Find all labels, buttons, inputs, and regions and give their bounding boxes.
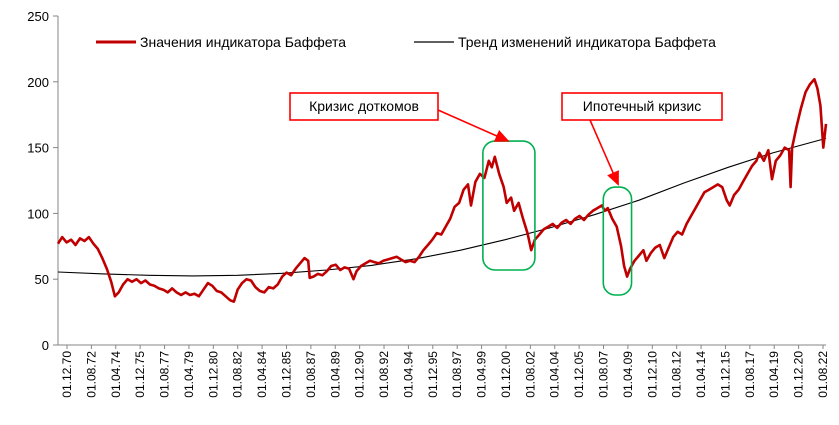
annotation-box-1 — [289, 92, 439, 121]
annotation-arrow-1 — [437, 109, 510, 142]
x-tick-label: 01.08.22 — [816, 351, 830, 398]
x-tick-label: 01.12.15 — [718, 351, 732, 398]
y-tick-label: 0 — [42, 338, 49, 353]
series-line-trend — [57, 137, 827, 277]
x-tick-label: 01.12.95 — [426, 351, 440, 398]
x-axis-ticks: 01.12.70 01.08.72 01.04.74 01.12.75 01.08.77… — [60, 345, 830, 398]
x-tick-label: 01.04.04 — [548, 351, 562, 398]
annotation-box-2 — [561, 92, 723, 121]
x-tick-label: 01.12.70 — [60, 351, 74, 398]
x-tick-label: 01.04.14 — [694, 351, 708, 398]
y-axis-ticks: 0 50 100 150 200 250 — [27, 9, 58, 353]
series-line-values — [56, 77, 828, 303]
y-tick-label: 200 — [27, 75, 49, 90]
annotation-label-2: Ипотечный кризис — [583, 98, 701, 114]
x-tick-label: 01.04.94 — [401, 351, 415, 398]
x-tick-label: 01.08.17 — [743, 351, 757, 398]
x-tick-label: 01.12.75 — [133, 351, 147, 398]
x-tick-label: 01.04.09 — [621, 351, 635, 398]
chart-axes — [57, 16, 826, 346]
x-tick-label: 01.12.80 — [206, 351, 220, 398]
legend-label-trend: Тренд изменений индикатора Баффета — [458, 34, 716, 50]
x-tick-label: 01.12.00 — [499, 351, 513, 398]
x-tick-label: 01.12.85 — [279, 351, 293, 398]
x-tick-label: 01.08.72 — [84, 351, 98, 398]
x-tick-label: 01.04.84 — [255, 351, 269, 398]
annotation-arrow-2 — [589, 119, 619, 186]
x-tick-label: 01.08.07 — [597, 351, 611, 398]
x-tick-label: 01.04.89 — [328, 351, 342, 398]
x-tick-label: 01.08.87 — [304, 351, 318, 398]
x-tick-label: 01.08.77 — [158, 351, 172, 398]
x-tick-label: 01.04.74 — [109, 351, 123, 398]
y-tick-label: 50 — [35, 272, 49, 287]
crisis-highlight-1 — [482, 140, 536, 271]
x-tick-label: 01.12.05 — [572, 351, 586, 398]
x-tick-label: 01.04.99 — [475, 351, 489, 398]
y-tick-label: 250 — [27, 9, 49, 24]
x-tick-label: 01.08.82 — [231, 351, 245, 398]
series-layer — [56, 77, 828, 303]
x-tick-label: 01.12.10 — [645, 351, 659, 398]
x-tick-label: 01.12.20 — [792, 351, 806, 398]
x-tick-label: 01.08.02 — [523, 351, 537, 398]
x-tick-label: 01.04.19 — [767, 351, 781, 398]
crisis-annotations: Кризис доткомов Ипотечный кризис — [289, 92, 723, 186]
y-tick-label: 100 — [27, 206, 49, 221]
legend-label-values: Значения индикатора Баффета — [140, 34, 346, 50]
x-tick-label: 01.08.92 — [377, 351, 391, 398]
crisis-highlight-2 — [602, 186, 633, 296]
legend: Значения индикатора Баффета Тренд измене… — [96, 34, 716, 50]
y-tick-label: 150 — [27, 141, 49, 156]
x-tick-label: 01.08.12 — [670, 351, 684, 398]
x-tick-label: 01.08.97 — [450, 351, 464, 398]
x-tick-label: 01.12.90 — [353, 351, 367, 398]
annotation-label-1: Кризис доткомов — [309, 98, 419, 114]
x-tick-label: 01.04.79 — [182, 351, 196, 398]
